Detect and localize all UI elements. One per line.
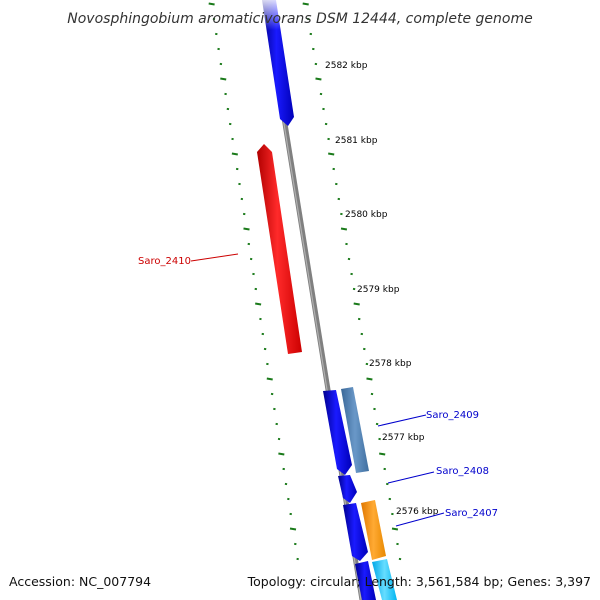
gene-features <box>255 0 397 600</box>
gene-orange[interactable] <box>361 500 386 560</box>
accession-text: Accession: NC_007794 <box>9 574 151 589</box>
tick-label-2579: 2579 kbp <box>357 285 400 295</box>
outer-tick-mark-20 <box>353 302 360 306</box>
tick-label-2582: 2582 kbp <box>325 61 368 71</box>
tick-label-2577: 2577 kbp <box>382 433 425 443</box>
inner-tick-ring <box>208 2 299 561</box>
inner-tick-mark-30 <box>278 452 285 456</box>
gene-label-leaders <box>190 253 445 527</box>
inner-tick-mark-20 <box>255 302 262 306</box>
inner-tick-mark-25 <box>266 377 273 381</box>
outer-tick-mark-30 <box>379 452 386 456</box>
gene-top-fade <box>255 0 300 30</box>
leader-saro-2408 <box>387 471 435 484</box>
gene-bottom-forward[interactable] <box>355 561 376 600</box>
leader-saro-2409 <box>377 414 427 427</box>
gene-labels: Saro_2410 Saro_2409 Saro_2408 Saro_2407 <box>138 256 498 519</box>
gene-steelblue[interactable] <box>341 387 369 473</box>
map-title: Novosphingobium aromaticivorans DSM 1244… <box>67 11 532 27</box>
outer-tick-mark-0 <box>302 2 309 6</box>
outer-tick-mark-25 <box>366 377 373 381</box>
gene-saro-2409[interactable] <box>323 390 352 475</box>
outer-tick-mark-10 <box>328 152 335 156</box>
gene-cyan[interactable] <box>372 559 397 600</box>
gene-label-saro-2407[interactable]: Saro_2407 <box>445 508 498 519</box>
inner-tick-mark-10 <box>231 152 238 156</box>
tick-label-2578: 2578 kbp <box>369 359 412 369</box>
kbp-tick-labels: 2582 kbp 2581 kbp 2580 kbp 2579 kbp 2578… <box>325 61 439 517</box>
outer-tick-ring <box>302 2 402 561</box>
outer-tick-mark-15 <box>340 227 348 231</box>
gene-saro-2408[interactable] <box>338 475 357 503</box>
leader-saro-2410 <box>190 253 239 262</box>
inner-tick-mark-0 <box>208 2 215 6</box>
tick-label-2580: 2580 kbp <box>345 210 388 220</box>
outer-tick-mark-35 <box>391 527 399 531</box>
leader-saro-2407 <box>395 512 445 527</box>
gene-top-forward[interactable] <box>262 0 294 126</box>
outer-tick-mark-5 <box>315 77 322 81</box>
gene-saro-2407[interactable] <box>343 503 368 561</box>
gene-label-saro-2409[interactable]: Saro_2409 <box>426 410 479 421</box>
gene-saro-2410[interactable] <box>257 144 302 354</box>
inner-tick-mark-15 <box>243 227 250 231</box>
tick-label-2581: 2581 kbp <box>335 136 378 146</box>
gene-label-saro-2410[interactable]: Saro_2410 <box>138 256 191 267</box>
inner-tick-mark-5 <box>220 77 227 81</box>
inner-tick-mark-35 <box>289 527 297 531</box>
tick-label-2576: 2576 kbp <box>396 507 439 517</box>
genome-summary-text: Topology: circular; Length: 3,561,584 bp… <box>247 574 591 589</box>
gene-label-saro-2408[interactable]: Saro_2408 <box>436 466 489 477</box>
